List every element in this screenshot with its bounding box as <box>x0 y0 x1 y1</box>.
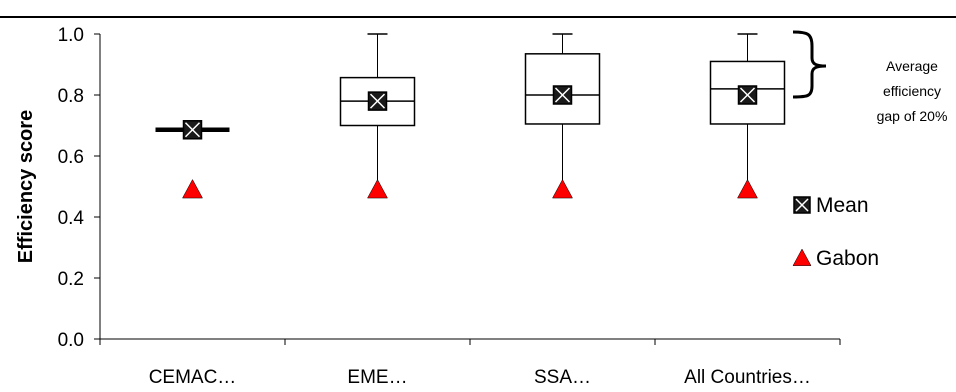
y-axis-title: Efficiency score <box>15 110 37 263</box>
legend: Mean Gabon <box>792 194 879 270</box>
mean-marker <box>552 85 573 105</box>
gabon-marker <box>182 179 203 199</box>
gabon-marker <box>552 179 573 199</box>
gabon-marker <box>737 179 758 199</box>
mean-marker-cross <box>554 87 571 103</box>
x-axis: CEMAC… EME… SSA… All Countries… <box>99 338 841 388</box>
y-tick-label: 0.8 <box>58 86 84 107</box>
gabon-marker <box>367 179 388 199</box>
box-0 <box>155 120 230 199</box>
x-tick-label: SSA… <box>534 367 591 388</box>
y-axis: 0.0 0.2 0.4 0.6 0.8 1.0 Efficiency score <box>15 25 101 351</box>
y-tick-label: 0.4 <box>58 208 85 229</box>
title-bar <box>0 0 956 18</box>
box-3 <box>709 33 786 199</box>
annotation-text: Average <box>886 58 938 74</box>
mean-marker <box>793 196 811 214</box>
mean-marker-cross <box>739 87 756 103</box>
x-tick-label: CEMAC… <box>149 367 237 388</box>
annotation-brace <box>792 30 827 99</box>
box-series <box>155 33 786 199</box>
annotation-text: gap of 20% <box>877 108 948 124</box>
box-1 <box>339 33 416 199</box>
mean-marker-cross <box>184 122 201 138</box>
mean-marker-cross <box>795 198 809 212</box>
legend-label: Gabon <box>816 247 879 270</box>
y-tick-label: 0.6 <box>58 147 84 168</box>
y-tick-label: 0.0 <box>58 330 84 351</box>
box-2 <box>524 33 601 199</box>
y-tick-label: 1.0 <box>58 25 84 46</box>
mean-marker-cross <box>369 93 386 109</box>
gabon-marker <box>792 248 812 266</box>
legend-item-mean: Mean <box>793 194 869 217</box>
y-tick-label: 0.2 <box>58 269 84 290</box>
x-tick-label: All Countries… <box>684 367 811 388</box>
annotation-text: efficiency <box>883 83 941 99</box>
mean-marker <box>737 85 758 105</box>
legend-label: Mean <box>816 194 869 217</box>
legend-item-gabon: Gabon <box>792 247 879 270</box>
gap-annotation: Average efficiency gap of 20% <box>792 30 948 124</box>
mean-marker <box>182 120 203 140</box>
mean-marker <box>367 91 388 111</box>
x-tick-label: EME… <box>347 367 407 388</box>
